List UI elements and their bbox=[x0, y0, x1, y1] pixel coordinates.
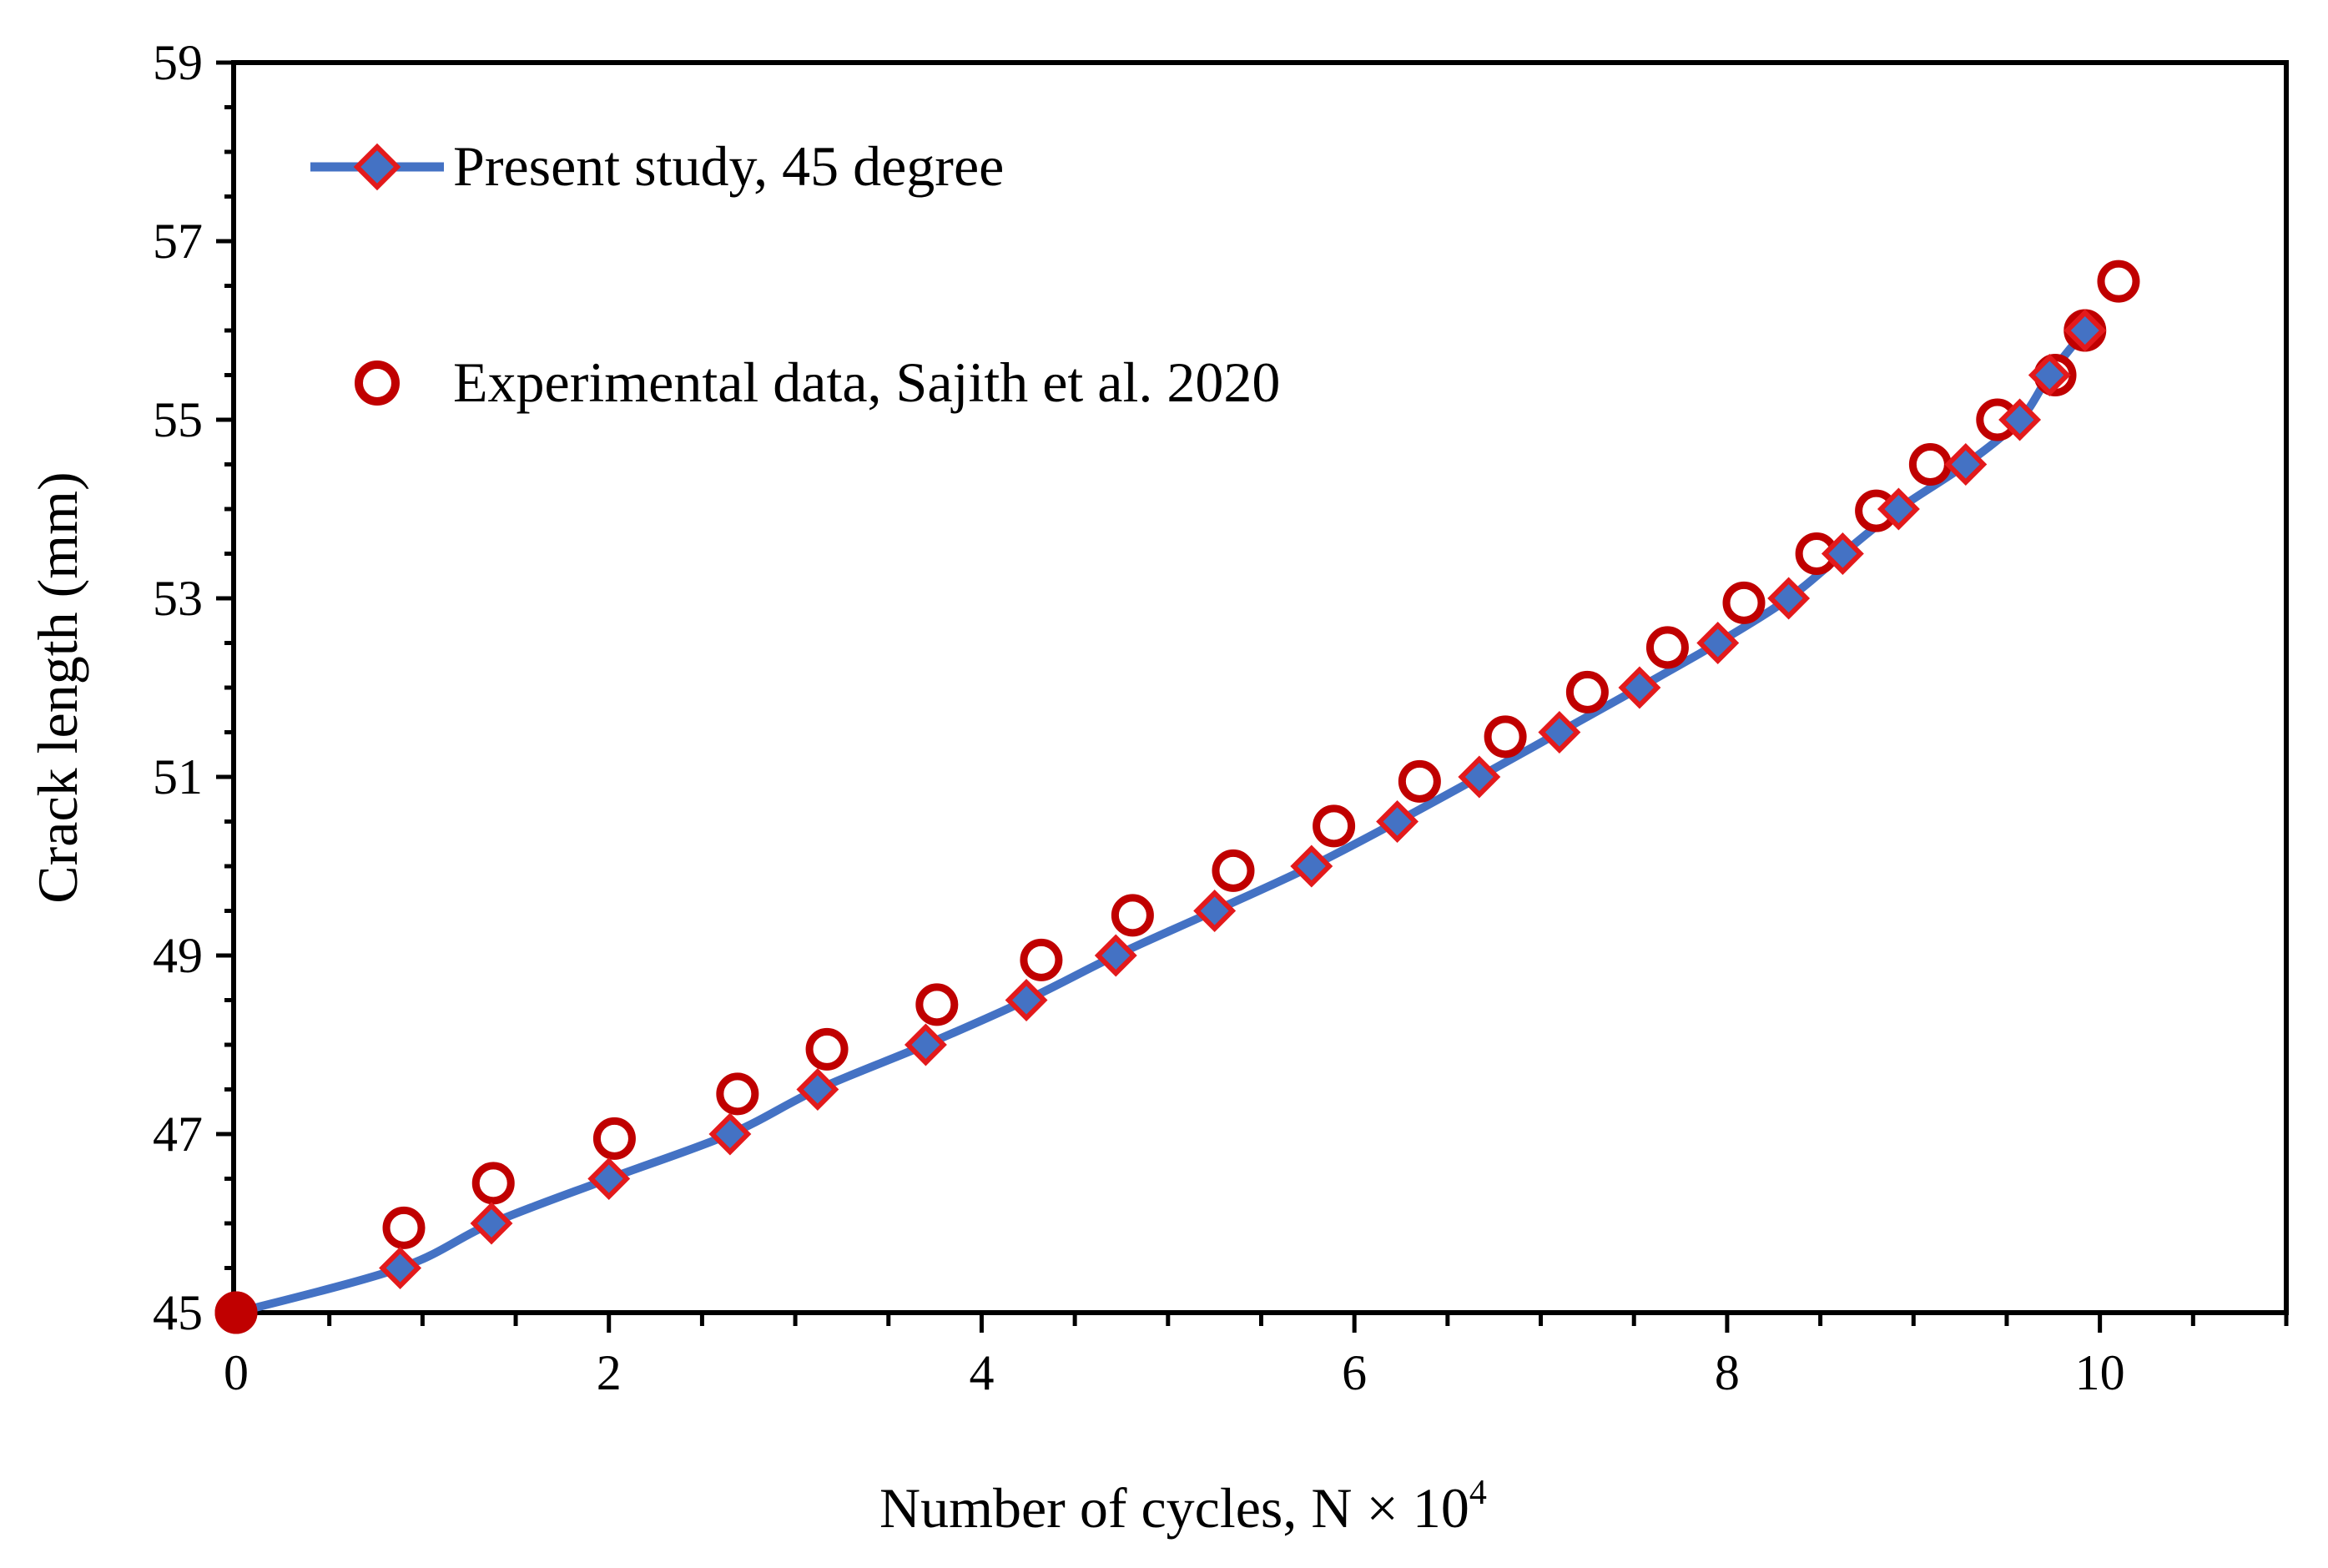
experimental-point bbox=[1212, 849, 1255, 892]
experimental-point bbox=[382, 1206, 426, 1249]
present-study-point bbox=[1998, 398, 2042, 441]
present-study-point bbox=[904, 1023, 947, 1066]
experimental-point bbox=[1908, 443, 1952, 486]
legend-diamond-marker bbox=[353, 143, 401, 191]
present-study-point bbox=[1458, 755, 1501, 799]
present-study-point bbox=[1193, 890, 1237, 932]
y-tick-label: 55 bbox=[153, 392, 203, 447]
present-study-point bbox=[1821, 532, 1864, 575]
present-study-point bbox=[1618, 666, 1661, 709]
series-layer bbox=[214, 260, 2140, 1334]
experimental-point bbox=[592, 1117, 636, 1160]
x-tick-label: 4 bbox=[969, 1345, 994, 1400]
present-study-point bbox=[1376, 800, 1419, 843]
present-study-point bbox=[708, 1112, 752, 1156]
present-study-point bbox=[1944, 443, 1988, 486]
y-tick-labels: 45 47 49 51 53 55 57 59 bbox=[153, 35, 203, 1340]
y-tick-label: 53 bbox=[153, 571, 203, 626]
x-axis-title: Number of cycles, N × 104 bbox=[879, 1474, 1487, 1540]
present-study-point bbox=[379, 1247, 422, 1289]
y-tick-label: 57 bbox=[153, 214, 203, 269]
legend-label-present-study: Present study, 45 degree bbox=[453, 134, 1004, 198]
axis-ticks bbox=[216, 60, 2289, 1333]
x-axis-title-text: Number of cycles, N × 10 bbox=[879, 1476, 1469, 1540]
legend-label-experimental: Experimental data, Sajith et al. 2020 bbox=[453, 350, 1280, 414]
y-axis-title: Crack length (mm) bbox=[26, 471, 89, 903]
experimental-point bbox=[1722, 581, 1766, 624]
x-axis-title-superscript: 4 bbox=[1469, 1474, 1487, 1512]
y-tick-label: 45 bbox=[153, 1285, 203, 1340]
plot-frame bbox=[231, 60, 2289, 1315]
present-study-point bbox=[1538, 711, 1581, 754]
present-study-point bbox=[1005, 979, 1048, 1021]
x-tick-label: 10 bbox=[2075, 1345, 2125, 1400]
present-study-point bbox=[796, 1068, 839, 1111]
experimental-point bbox=[471, 1162, 515, 1205]
experimental-point bbox=[1020, 938, 1063, 981]
experimental-point bbox=[1313, 804, 1356, 848]
experimental-point bbox=[1398, 759, 1441, 803]
experimental-point bbox=[1484, 715, 1527, 759]
present-study-point bbox=[1696, 622, 1740, 664]
experimental-point bbox=[915, 983, 959, 1026]
x-tick-label: 8 bbox=[1715, 1345, 1740, 1400]
y-tick-label: 49 bbox=[153, 928, 203, 983]
y-tick-label: 47 bbox=[153, 1107, 203, 1162]
y-tick-label: 51 bbox=[153, 749, 203, 804]
experimental-point bbox=[716, 1072, 759, 1116]
present-study-point bbox=[587, 1157, 631, 1200]
present-study-point bbox=[1767, 577, 1811, 620]
experimental-point-origin bbox=[214, 1291, 258, 1334]
present-study-point bbox=[1290, 845, 1333, 888]
experimental-point bbox=[2097, 260, 2140, 303]
present-study-point bbox=[2063, 309, 2107, 352]
x-tick-label: 2 bbox=[597, 1345, 622, 1400]
legend: Present study, 45 degree Experimental da… bbox=[310, 134, 1280, 414]
experimental-point bbox=[1565, 670, 1609, 713]
legend-circle-marker bbox=[355, 360, 400, 406]
y-tick-label: 59 bbox=[153, 35, 203, 90]
x-tick-labels: 0 2 4 6 8 10 bbox=[224, 1345, 2125, 1400]
present-study-point bbox=[1094, 934, 1137, 977]
present-study-point bbox=[2028, 354, 2071, 396]
present-study-point bbox=[1877, 487, 1920, 531]
x-tick-label: 6 bbox=[1342, 1345, 1367, 1400]
experimental-point bbox=[1645, 626, 1689, 669]
present-study-line bbox=[234, 327, 2089, 1317]
experimental-point bbox=[1111, 894, 1154, 937]
x-tick-label: 0 bbox=[224, 1345, 249, 1400]
present-study-point bbox=[470, 1202, 513, 1245]
experimental-point bbox=[805, 1027, 849, 1071]
